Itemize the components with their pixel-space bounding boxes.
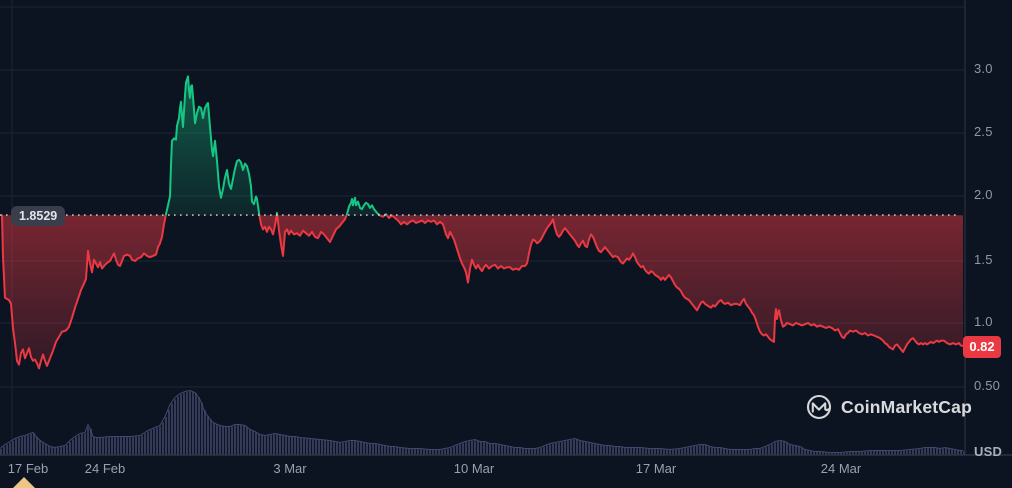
watermark-brand-text: CoinMarketCap bbox=[841, 396, 972, 417]
volume-bars bbox=[0, 389, 965, 455]
x-axis-tick-17mar: 17 Mar bbox=[635, 461, 677, 476]
y-axis-tick-2.0: 2.0 bbox=[974, 187, 993, 202]
baseline-price-pill: 1.8529 bbox=[11, 206, 66, 226]
y-axis-unit-label: USD bbox=[974, 444, 1003, 459]
range-start-marker-icon bbox=[13, 477, 35, 488]
y-axis-tick-2.5: 2.5 bbox=[974, 124, 993, 139]
coinmarketcap-logo-icon bbox=[806, 394, 832, 420]
y-axis-tick-1.0: 1.0 bbox=[974, 314, 993, 329]
y-axis-tick-0.50: 0.50 bbox=[974, 378, 1001, 393]
y-axis-tick-3.0: 3.0 bbox=[974, 61, 993, 76]
x-axis-tick-10mar: 10 Mar bbox=[453, 461, 495, 476]
coinmarketcap-watermark: CoinMarketCap bbox=[806, 394, 972, 420]
current-price-badge: 0.82 bbox=[963, 336, 1001, 358]
x-axis-tick-24feb: 24 Feb bbox=[84, 461, 126, 476]
y-axis-tick-1.5: 1.5 bbox=[974, 252, 993, 267]
x-axis-tick-17feb: 17 Feb bbox=[7, 461, 49, 476]
x-axis-tick-3mar: 3 Mar bbox=[273, 461, 307, 476]
x-axis-tick-24mar: 24 Mar bbox=[820, 461, 862, 476]
